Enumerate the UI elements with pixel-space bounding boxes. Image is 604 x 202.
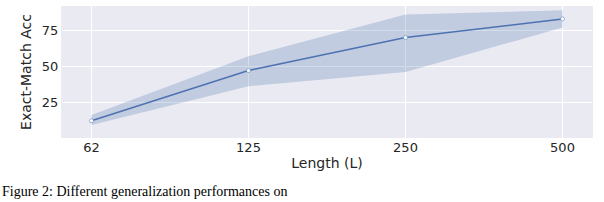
svg-text:75: 75 bbox=[42, 23, 59, 38]
svg-text:125: 125 bbox=[236, 140, 261, 155]
svg-text:Exact-Match Acc: Exact-Match Acc bbox=[18, 14, 34, 130]
svg-text:250: 250 bbox=[393, 140, 418, 155]
svg-text:62: 62 bbox=[83, 140, 100, 155]
svg-text:50: 50 bbox=[42, 59, 59, 74]
svg-text:25: 25 bbox=[42, 95, 59, 110]
svg-text:Length (L): Length (L) bbox=[291, 155, 362, 171]
html-text:Figure 2: Different generaliza: Figure 2: Different generalization perfo… bbox=[2, 184, 288, 199]
svg-text:500: 500 bbox=[550, 140, 575, 155]
